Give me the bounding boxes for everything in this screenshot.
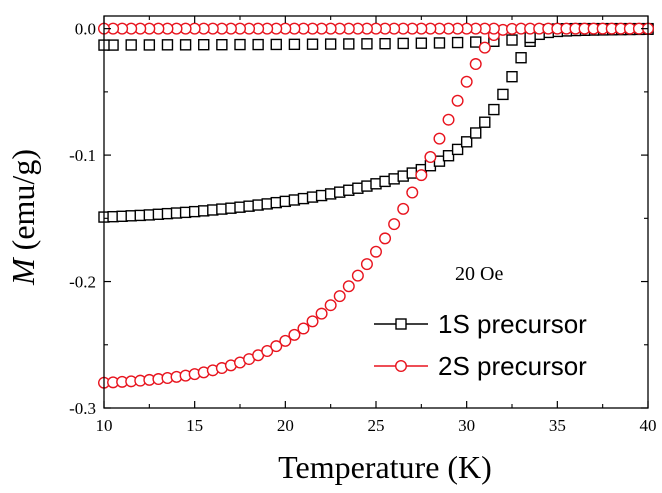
y-tick-label: -0.1 (69, 146, 96, 165)
data-point (379, 37, 391, 50)
data-point (470, 127, 482, 139)
axes (103, 15, 649, 409)
data-point (234, 38, 246, 51)
data-point (397, 202, 410, 215)
data-point (288, 38, 301, 51)
y-tick-label: -0.3 (69, 399, 96, 418)
data-point (424, 150, 437, 163)
data-point (125, 39, 137, 51)
data-point (279, 334, 292, 347)
y-axis-symbol: M (5, 256, 41, 286)
x-tick-label: 25 (368, 416, 385, 435)
data-point (506, 70, 518, 83)
data-point (433, 132, 446, 145)
y-axis-title: M (emu/g) (5, 149, 41, 286)
data-point (361, 38, 373, 50)
data-point (479, 116, 491, 128)
x-tick-label: 35 (549, 416, 566, 435)
data-point (442, 150, 455, 162)
legend: 1S precursor 2S precursor (374, 309, 587, 381)
x-tick-label: 10 (96, 416, 113, 435)
data-point (478, 41, 491, 54)
field-annotation: 20 Oe (455, 263, 503, 285)
data-point (342, 280, 355, 293)
data-point (306, 38, 319, 50)
data-point (333, 290, 346, 303)
data-point (360, 258, 373, 271)
data-point (451, 36, 464, 49)
data-point (469, 58, 482, 71)
x-tick-label: 30 (458, 416, 475, 435)
data-point (270, 340, 283, 353)
data-point (370, 245, 383, 258)
legend-label: 1S precursor (438, 309, 587, 339)
data-point (351, 269, 364, 282)
data-point (506, 34, 518, 46)
data-point (397, 37, 409, 50)
data-point (515, 52, 527, 64)
data-point (324, 38, 337, 50)
tick-labels: 10 15 20 25 30 35 40 0.0 -0.1 -0.2 -0.3 (69, 20, 656, 435)
x-tick-label: 20 (277, 416, 294, 435)
x-axis-title: Temperature (K) (278, 449, 492, 485)
data-point (460, 136, 473, 148)
legend-marker (395, 318, 407, 330)
data-point (442, 113, 455, 126)
data-point (297, 322, 310, 335)
data-point (497, 88, 509, 101)
data-point (324, 299, 337, 312)
data-series (97, 22, 655, 389)
data-point (252, 38, 264, 51)
legend-label: 2S precursor (438, 351, 587, 381)
data-point (415, 169, 428, 182)
data-point (379, 232, 392, 245)
y-tick-label: 0.0 (75, 20, 96, 39)
data-point (470, 36, 482, 48)
data-point (179, 39, 192, 51)
data-point (406, 186, 419, 199)
data-point (143, 39, 156, 51)
y-axis-unit: (emu/g) (5, 149, 41, 258)
series-2s-precursor (97, 22, 655, 389)
x-tick-label: 15 (186, 416, 203, 435)
data-point (451, 94, 464, 107)
data-point (388, 218, 401, 231)
data-point (415, 37, 428, 49)
y-tick-label: -0.2 (69, 273, 96, 292)
x-tick-label: 40 (640, 416, 657, 435)
series-1s-precursor (98, 22, 654, 223)
data-point (306, 315, 319, 328)
data-point (315, 307, 328, 320)
data-point (216, 39, 228, 51)
data-point (261, 344, 274, 357)
legend-marker (395, 360, 408, 373)
data-point (433, 37, 446, 49)
data-point (343, 38, 355, 50)
data-point (488, 103, 500, 116)
data-point (451, 143, 464, 156)
data-point (288, 328, 301, 341)
data-point (198, 39, 210, 51)
data-point (161, 39, 174, 51)
data-point (270, 38, 282, 51)
data-point (460, 75, 473, 88)
